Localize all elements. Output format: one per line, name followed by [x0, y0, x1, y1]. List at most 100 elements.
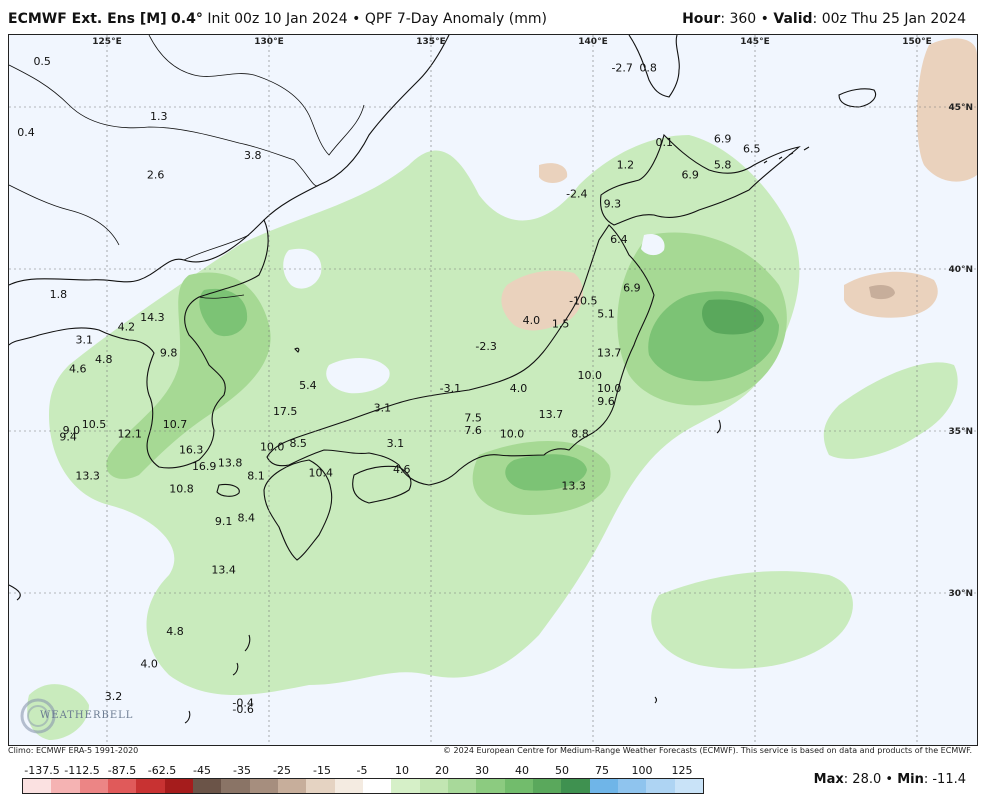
coast-sakhalin [628, 35, 680, 98]
value-label: 13.3 [561, 479, 586, 492]
value-label: 4.0 [140, 658, 158, 671]
legend-swatch [561, 779, 590, 793]
country-borders [9, 35, 365, 299]
value-label: 7.5 [464, 411, 482, 424]
min-value: -11.4 [932, 772, 966, 787]
value-label: 9.8 [160, 347, 178, 360]
value-label: 16.3 [179, 444, 204, 457]
legend-swatch [221, 779, 250, 793]
value-label: 5.4 [299, 379, 317, 392]
map-canvas: 125°E 130°E 135°E 140°E 145°E 150°E 45°N… [9, 35, 977, 745]
legend-swatch [504, 779, 533, 793]
value-label: 13.7 [539, 408, 564, 421]
value-label: 5.1 [597, 308, 615, 321]
legend-label: -45 [193, 764, 211, 777]
coast-honshu [266, 224, 655, 486]
value-label: 9.4 [59, 431, 77, 444]
border-nk [183, 234, 250, 299]
shade-dark-green-south [505, 454, 587, 491]
lon-label: 130°E [254, 37, 283, 47]
model-name: ECMWF Ext. Ens [M] [8, 11, 167, 27]
legend-swatch [277, 779, 307, 793]
legend-swatch [391, 779, 420, 793]
coast-ryukyu [184, 634, 251, 724]
value-label: 3.8 [244, 149, 262, 162]
value-label: 16.9 [192, 460, 217, 473]
value-label: 10.0 [500, 428, 525, 441]
legend-label: 10 [395, 764, 409, 777]
value-label: 8.8 [571, 428, 589, 441]
lat-label: 45°N [948, 103, 973, 113]
lat-label: 35°N [948, 427, 973, 437]
legend-swatch [532, 779, 562, 793]
value-label: 10.0 [578, 369, 603, 382]
value-label: 4.6 [69, 363, 87, 376]
value-label: 6.9 [714, 133, 732, 146]
value-label: -10.5 [569, 295, 597, 308]
value-label: 6.9 [623, 282, 641, 295]
value-label: -2.7 [611, 61, 632, 74]
lon-label: 145°E [740, 37, 769, 47]
legend-label: -87.5 [107, 764, 137, 777]
value-label: 1.2 [617, 159, 635, 172]
legend-swatch [589, 779, 618, 793]
legend-label: -62.5 [147, 764, 177, 777]
legend-label: 75 [595, 764, 609, 777]
climo-note: Climo: ECMWF ERA-5 1991-2020 [8, 746, 139, 755]
value-label: 8.1 [247, 470, 265, 483]
value-label: 9.3 [604, 197, 622, 210]
max-min: Max: 28.0 • Min: -11.4 [813, 772, 966, 787]
value-label: -0.6 [232, 703, 253, 716]
value-label: 14.3 [140, 311, 165, 324]
legend-label: 100 [631, 764, 653, 777]
value-label: 9.6 [597, 395, 615, 408]
map-panel: 125°E 130°E 135°E 140°E 145°E 150°E 45°N… [8, 34, 978, 746]
coast-jeju [216, 483, 240, 497]
gridlines [9, 35, 977, 745]
header: ECMWF Ext. Ens [M] 0.4° Init 00z 10 Jan … [0, 0, 984, 34]
value-label: 8.5 [289, 437, 307, 450]
lon-label: 135°E [416, 37, 445, 47]
coast-hokkaido [600, 133, 801, 226]
value-label: -2.4 [566, 188, 587, 201]
lon-label: 125°E [92, 37, 121, 47]
min-label: Min [897, 772, 924, 787]
value-label: 13.3 [75, 470, 100, 483]
value-label: 7.6 [464, 424, 482, 437]
legend-label: 40 [515, 764, 529, 777]
legend-swatch [23, 779, 52, 793]
shade-white-gap-korea [283, 248, 322, 289]
coast-kuril-dots [763, 146, 810, 164]
valid-value: 00z Thu 25 Jan 2024 [821, 11, 966, 27]
value-label: 1.3 [150, 110, 168, 123]
shade-light-green-far-east [823, 362, 958, 459]
border-west [9, 184, 120, 246]
value-label: 5.8 [714, 159, 732, 172]
legend-label: -112.5 [64, 764, 100, 777]
shade-white-gap-jp [326, 358, 390, 394]
weatherbell-logo-text: WEATHERBELL [40, 710, 134, 721]
value-label: 2.6 [147, 168, 165, 181]
shade-light-green-east [651, 571, 853, 669]
value-label: 3.1 [76, 334, 94, 347]
legend-label: 30 [475, 764, 489, 777]
value-label: 4.8 [166, 625, 184, 638]
value-label: 8.4 [238, 512, 256, 525]
lat-label: 40°N [948, 265, 973, 275]
product-name: QPF 7-Day Anomaly (mm) [364, 11, 547, 27]
coast-shikoku [352, 465, 412, 504]
value-label: 17.5 [273, 405, 298, 418]
value-label: 4.6 [393, 463, 411, 476]
legend-swatch [164, 779, 193, 793]
legend-swatch [107, 779, 137, 793]
legend-label: -5 [356, 764, 368, 777]
legend-swatch [249, 779, 278, 793]
shade-tan-small [539, 163, 568, 183]
value-label: -3.1 [440, 382, 461, 395]
max-value: 28.0 [852, 772, 882, 787]
value-label: 3.1 [374, 402, 392, 415]
shade-light-green-sw [27, 684, 89, 740]
copyright-note: © 2024 European Centre for Medium-Range … [443, 746, 972, 755]
legend-swatch [306, 779, 335, 793]
value-label: 13.4 [211, 564, 236, 577]
